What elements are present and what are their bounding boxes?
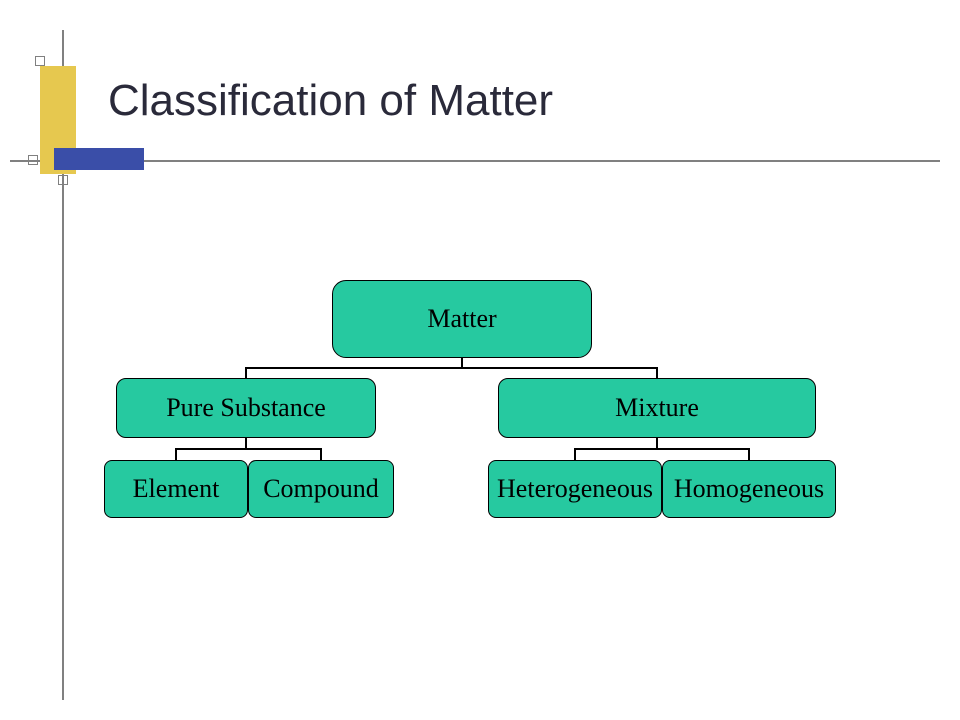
tree-connector [748, 449, 750, 460]
tree-node-compound: Compound [248, 460, 394, 518]
tree-node-label: Heterogeneous [497, 474, 653, 504]
tree-connector [656, 368, 658, 378]
tree-node-mixture: Mixture [498, 378, 816, 438]
tree-connector [320, 449, 322, 460]
tree-connector [574, 448, 750, 450]
hierarchy-diagram: Matter Pure Substance Mixture Element Compou… [0, 0, 960, 720]
tree-node-label: Compound [263, 474, 379, 504]
slide: Classification of Matter MatterPure Subs… [0, 0, 960, 720]
tree-node-label: Pure Substance [166, 393, 326, 423]
tree-node-matter: Matter [332, 280, 592, 358]
tree-connector [245, 368, 247, 378]
tree-node-label: Homogeneous [674, 474, 824, 504]
tree-node-label: Element [133, 474, 220, 504]
tree-node-label: Mixture [615, 393, 699, 423]
tree-node-heterogeneous: Heterogeneous [488, 460, 662, 518]
tree-node-label: Matter [427, 304, 496, 334]
tree-node-element: Element [104, 460, 248, 518]
tree-node-pure: Pure Substance [116, 378, 376, 438]
tree-connector [574, 449, 576, 460]
tree-connector [175, 448, 322, 450]
tree-node-homogeneous: Homogeneous [662, 460, 836, 518]
tree-connector [245, 367, 658, 369]
tree-connector [175, 449, 177, 460]
